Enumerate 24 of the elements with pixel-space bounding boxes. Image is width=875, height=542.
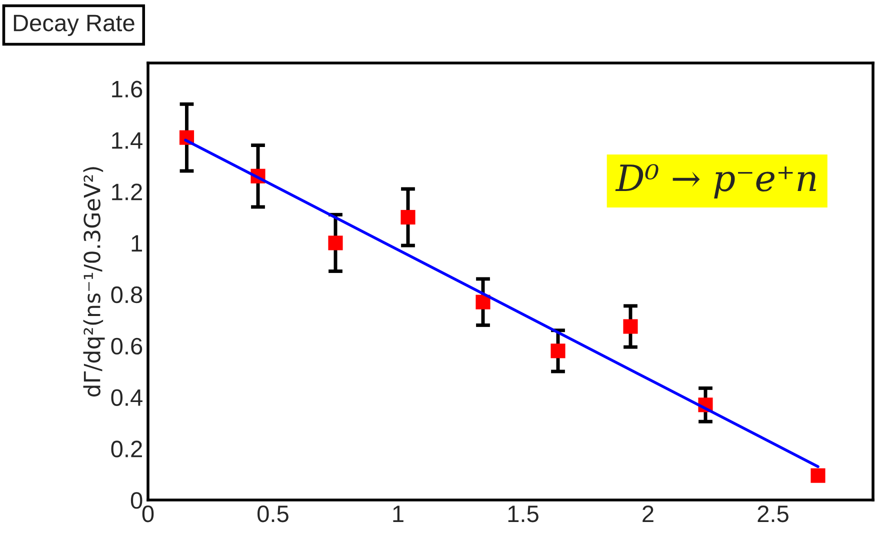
x-tick-label: 0.5 xyxy=(258,505,288,522)
point xyxy=(550,344,566,358)
y-tick-label: 1.4 xyxy=(112,132,142,149)
x-tick-label: 2 xyxy=(642,505,654,522)
y-tick-label: 1 xyxy=(132,235,142,252)
chart-title: Decay Rate xyxy=(14,14,134,36)
annotation: D⁰ → p⁻e⁺n xyxy=(615,164,816,198)
point xyxy=(810,468,826,483)
point xyxy=(328,236,343,250)
point xyxy=(476,294,490,310)
y-tick-label: 0 xyxy=(130,492,142,509)
y-tick-label: 0.6 xyxy=(111,338,142,355)
y-tick-label: 1.2 xyxy=(112,184,142,200)
y-axis-title: dΓ/dq²(ns⁻¹/0.3GeV²) xyxy=(83,167,105,397)
point xyxy=(400,210,416,225)
x-tick-label: 2.5 xyxy=(758,505,788,522)
x-tick-label: 1 xyxy=(393,506,404,522)
x-tick-label: 1.5 xyxy=(508,506,538,522)
y-tick-label: 0.2 xyxy=(111,440,142,458)
point xyxy=(623,319,638,334)
y-tick-label: 1.6 xyxy=(112,80,142,98)
y-tick-label: 0.8 xyxy=(111,286,142,304)
y-tick-label: 0.4 xyxy=(111,389,142,406)
x-tick-label: 0 xyxy=(142,505,154,522)
